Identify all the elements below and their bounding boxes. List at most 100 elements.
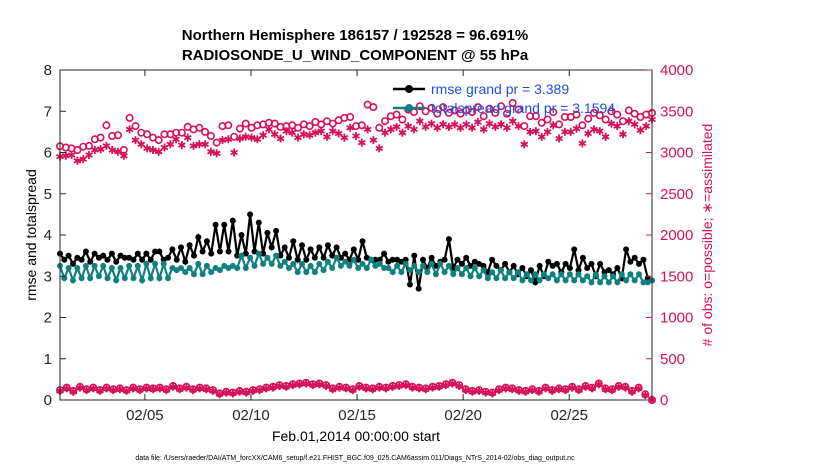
obs-assimilated-point <box>175 385 184 394</box>
obs-possible-point <box>613 110 622 119</box>
obs-assimilated-point <box>608 386 617 395</box>
series-point <box>337 262 344 269</box>
series-point <box>130 275 137 282</box>
obs-assimilated-point <box>102 141 111 150</box>
series-point <box>165 275 171 282</box>
obs-assimilated-point <box>155 384 164 393</box>
obs-assimilated-point <box>554 385 563 394</box>
legend-rmse-marker <box>405 85 413 93</box>
series-point <box>376 256 383 263</box>
obs-assimilated-point <box>247 133 256 142</box>
series-point <box>553 260 560 267</box>
obs-assimilated-point <box>218 136 227 145</box>
series-point <box>437 260 444 267</box>
obs-assimilated-point <box>355 382 364 391</box>
obs-assimilated-point <box>69 387 78 396</box>
series-point <box>549 271 556 278</box>
obs-assimilated-point <box>76 383 84 392</box>
series-point <box>225 248 232 255</box>
series-point <box>74 265 81 271</box>
series-point <box>273 227 280 234</box>
series-point <box>592 271 599 278</box>
series-point <box>588 279 595 286</box>
series-point <box>415 285 422 292</box>
series-point <box>566 271 573 278</box>
obs-possible-point <box>375 123 384 132</box>
obs-assimilated-point <box>169 382 177 391</box>
obs-assimilated-point <box>189 386 197 395</box>
obs-assimilated-point <box>401 381 410 390</box>
obs-assimilated-point <box>410 125 418 134</box>
obs-possible-point <box>473 103 482 112</box>
obs-assimilated-point <box>619 130 627 139</box>
series-point <box>307 262 314 269</box>
series-point <box>247 211 254 218</box>
obs-assimilated-point <box>119 151 128 160</box>
y-right-tick-label: 3500 <box>660 103 693 120</box>
series-point <box>268 244 275 251</box>
obs-assimilated-point <box>594 380 603 389</box>
series-point <box>359 260 366 267</box>
obs-assimilated-point <box>455 382 464 390</box>
series-point <box>182 269 189 276</box>
series-point <box>337 254 344 261</box>
obs-assimilated-point <box>572 124 581 133</box>
series-point <box>480 262 487 269</box>
series-point <box>411 252 418 259</box>
obs-assimilated-point <box>108 146 117 154</box>
series-point <box>441 269 448 276</box>
obs-assimilated-point <box>90 146 99 154</box>
y-right-tick-label: 1000 <box>660 310 693 327</box>
series-point <box>195 260 202 267</box>
obs-assimilated-point <box>636 126 645 135</box>
series-point <box>342 250 349 257</box>
series-point <box>333 244 340 251</box>
series-point <box>454 265 461 271</box>
y-right-tick-label: 2500 <box>660 186 693 203</box>
series-point <box>502 275 509 282</box>
series-point <box>502 260 509 267</box>
obs-assimilated-point <box>398 128 407 137</box>
obs-assimilated-point <box>96 145 105 154</box>
obs-assimilated-point <box>574 386 583 395</box>
obs-possible-point <box>601 115 610 124</box>
obs-assimilated-point <box>177 141 186 150</box>
obs-assimilated-point <box>428 383 437 392</box>
chart-title: Northern Hemisphere 186157 / 192528 = 96… <box>182 27 528 44</box>
series-point <box>515 269 521 276</box>
obs-assimilated-point <box>82 386 91 395</box>
y-right-tick-label: 3000 <box>660 145 693 162</box>
series-point <box>303 269 310 276</box>
series-point <box>139 256 146 263</box>
obs-assimilated-point <box>497 120 506 129</box>
series-point <box>411 262 418 269</box>
obs-assimilated-point <box>135 386 144 395</box>
obs-assimilated-point <box>614 382 623 391</box>
series-5 <box>56 379 656 404</box>
obs-assimilated-point <box>415 384 424 393</box>
series-point <box>100 262 107 269</box>
series-point <box>242 265 249 271</box>
obs-assimilated-point <box>481 388 490 397</box>
obs-assimilated-point <box>148 146 157 154</box>
series-point <box>234 252 241 259</box>
obs-assimilated-point <box>448 379 457 388</box>
series-point <box>294 269 301 276</box>
x-tick-label: 02/20 <box>444 407 482 424</box>
series-point <box>420 256 426 263</box>
series-point <box>104 275 111 282</box>
obs-possible-point <box>96 133 105 142</box>
series-point <box>385 265 392 271</box>
series-point <box>463 254 470 261</box>
obs-assimilated-point <box>468 123 476 132</box>
series-point <box>402 256 409 263</box>
obs-possible-point <box>531 112 540 121</box>
series-point <box>536 262 543 269</box>
series-point <box>286 265 292 271</box>
series-point <box>463 265 470 271</box>
obs-possible-point <box>85 141 94 150</box>
obs-assimilated-point <box>421 385 430 394</box>
y-left-tick-label: 2 <box>44 310 52 327</box>
obs-assimilated-point <box>346 123 355 132</box>
obs-assimilated-point <box>294 133 302 142</box>
